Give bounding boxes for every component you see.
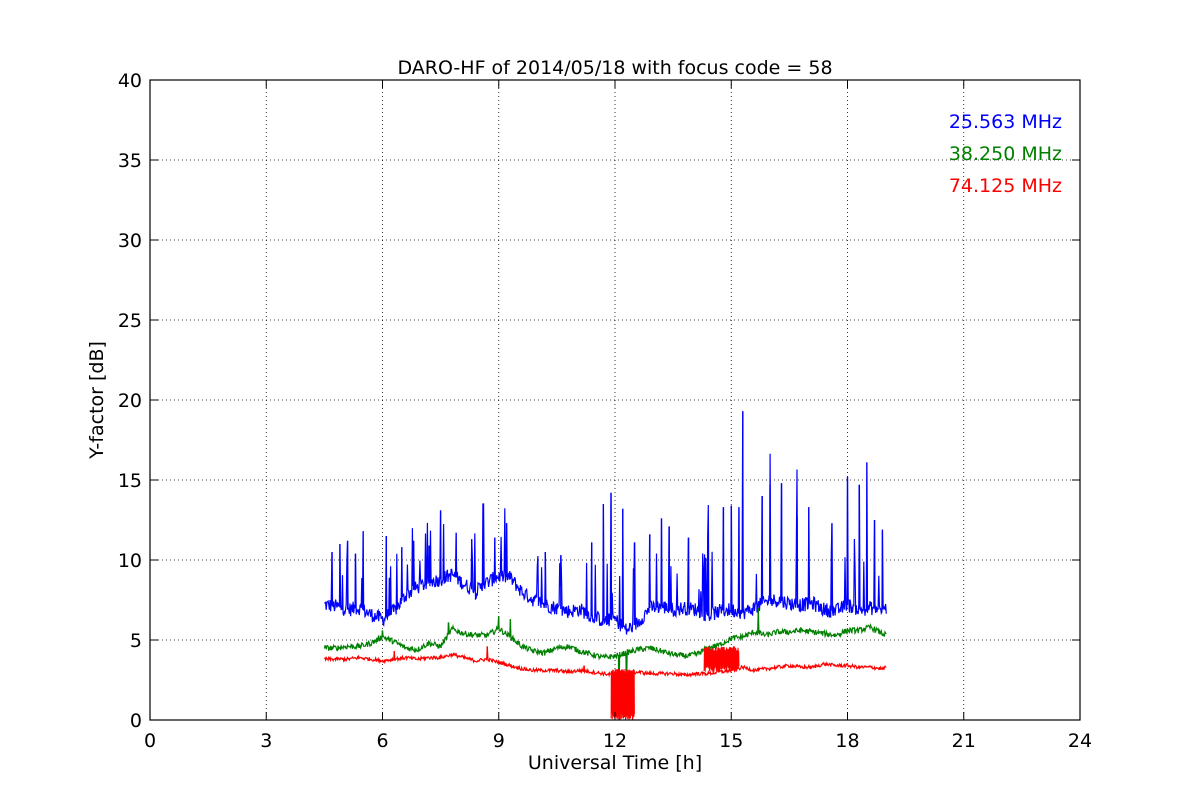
series-line	[323, 646, 887, 678]
series-3	[323, 646, 887, 721]
x-tick-label: 0	[144, 730, 156, 752]
data-layer	[323, 411, 887, 721]
y-tick-label: 15	[118, 470, 142, 492]
y-tick-label: 30	[118, 230, 142, 252]
y-tick-label: 0	[130, 710, 142, 732]
x-tick-label: 12	[603, 730, 627, 752]
legend-entry-2: 38.250 MHz	[949, 143, 1062, 165]
y-tick-label: 5	[130, 630, 142, 652]
x-tick-label: 15	[719, 730, 743, 752]
chart-title: DARO-HF of 2014/05/18 with focus code = …	[397, 57, 832, 79]
series-line	[323, 607, 887, 697]
x-tick-label: 9	[493, 730, 505, 752]
series-line	[324, 411, 887, 635]
y-tick-label: 10	[118, 550, 142, 572]
legend-layer: 25.563 MHz 38.250 MHz 74.125 MHz	[949, 111, 1062, 197]
x-tick-label: 6	[376, 730, 388, 752]
x-axis-label: Universal Time [h]	[528, 752, 702, 774]
y-tick-label: 35	[118, 150, 142, 172]
x-tick-label: 3	[260, 730, 272, 752]
x-tick-label: 24	[1068, 730, 1092, 752]
x-tick-label: 21	[952, 730, 976, 752]
series-band	[703, 646, 740, 672]
x-tick-label: 18	[835, 730, 859, 752]
y-tick-label: 40	[118, 70, 142, 92]
series-1	[324, 411, 887, 635]
legend-entry-1: 25.563 MHz	[949, 111, 1062, 133]
grid-layer	[150, 80, 1080, 720]
y-tick-label: 25	[118, 310, 142, 332]
tick-layer: 0 3 6 9 12 15 18 21 24 0 5 10 15 20 25 30 35 40	[118, 70, 1092, 752]
y-axis-label: Y-factor [dB]	[86, 341, 108, 460]
legend-entry-3: 74.125 MHz	[949, 175, 1062, 197]
y-tick-label: 20	[118, 390, 142, 412]
